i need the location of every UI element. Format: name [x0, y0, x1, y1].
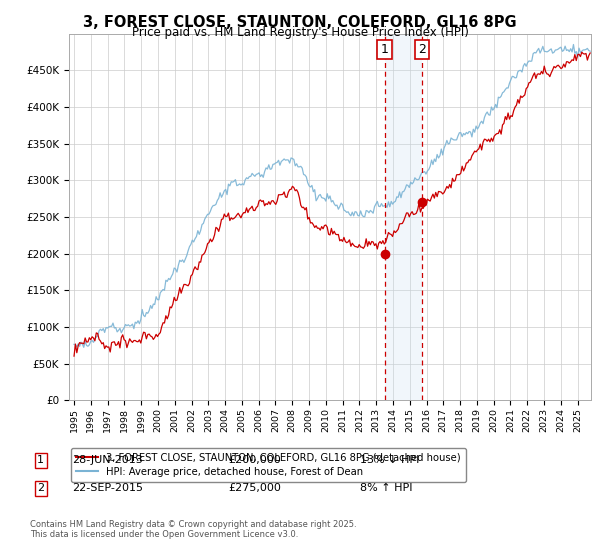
- Text: 8% ↑ HPI: 8% ↑ HPI: [360, 483, 413, 493]
- Text: Contains HM Land Registry data © Crown copyright and database right 2025.
This d: Contains HM Land Registry data © Crown c…: [30, 520, 356, 539]
- Text: 1: 1: [380, 43, 388, 56]
- Text: 1: 1: [37, 455, 44, 465]
- Text: 2: 2: [418, 43, 426, 56]
- Legend: 3, FOREST CLOSE, STAUNTON, COLEFORD, GL16 8PG (detached house), HPI: Average pri: 3, FOREST CLOSE, STAUNTON, COLEFORD, GL1…: [71, 447, 466, 482]
- Text: 28-JUN-2013: 28-JUN-2013: [72, 455, 143, 465]
- Text: 13% ↓ HPI: 13% ↓ HPI: [360, 455, 419, 465]
- Text: Price paid vs. HM Land Registry's House Price Index (HPI): Price paid vs. HM Land Registry's House …: [131, 26, 469, 39]
- Text: 2: 2: [37, 483, 44, 493]
- Text: 22-SEP-2015: 22-SEP-2015: [72, 483, 143, 493]
- Text: £200,000: £200,000: [228, 455, 281, 465]
- Text: £275,000: £275,000: [228, 483, 281, 493]
- Bar: [385, 34, 422, 400]
- Text: 3, FOREST CLOSE, STAUNTON, COLEFORD, GL16 8PG: 3, FOREST CLOSE, STAUNTON, COLEFORD, GL1…: [83, 15, 517, 30]
